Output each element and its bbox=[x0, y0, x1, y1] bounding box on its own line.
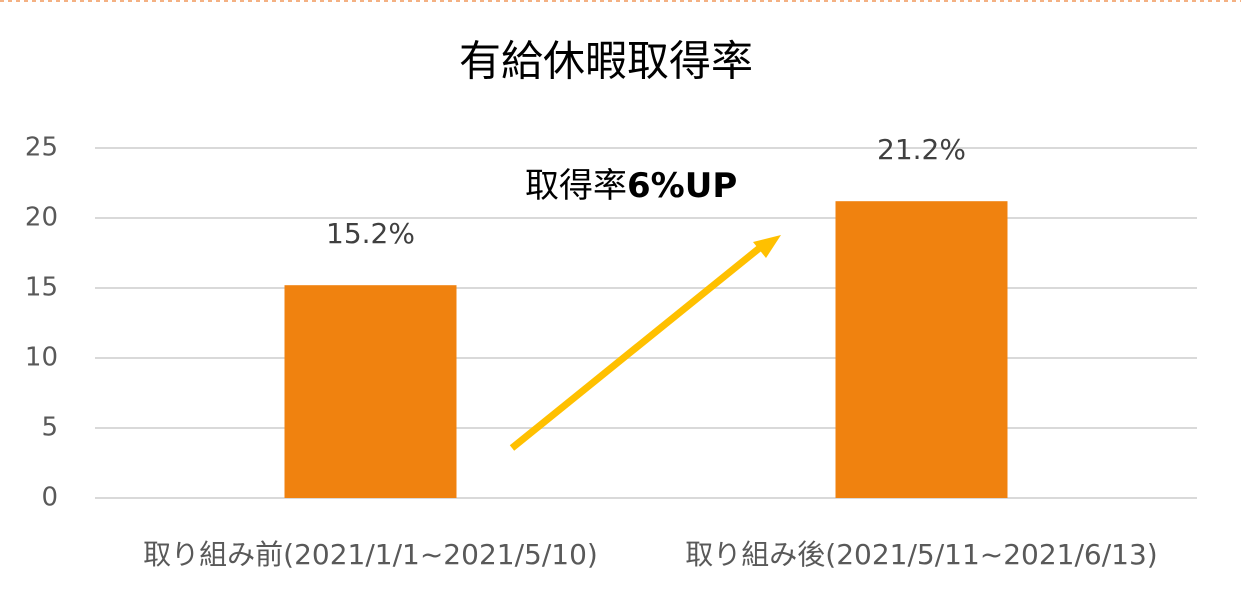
value-label: 21.2% bbox=[877, 133, 966, 166]
bar bbox=[835, 201, 1008, 498]
y-tick-label: 20 bbox=[25, 203, 58, 233]
y-tick-label: 5 bbox=[41, 413, 58, 443]
arrow bbox=[509, 243, 765, 451]
bar bbox=[284, 285, 457, 498]
x-tick-label: 取り組み前(2021/1/1~2021/5/10) bbox=[143, 538, 598, 571]
x-tick-label: 取り組み後(2021/5/11~2021/6/13) bbox=[685, 538, 1157, 571]
annotation: 取得率6%UP bbox=[525, 166, 737, 206]
annotation-text: 取得率 bbox=[525, 166, 627, 206]
grid: 0 5 10 15 20 25 bbox=[25, 133, 1197, 513]
arrow-head bbox=[753, 235, 781, 258]
y-tick-label: 0 bbox=[41, 483, 58, 513]
marks: 取り組み前(2021/1/1~2021/5/10) 15.2% 取り組み後(2021… bbox=[143, 133, 1158, 571]
chart-title: 有給休暇取得率 bbox=[459, 37, 753, 86]
annotation-emphasis: 6%UP bbox=[627, 166, 737, 206]
y-tick-label: 15 bbox=[25, 273, 58, 303]
value-label: 15.2% bbox=[326, 217, 415, 250]
y-tick-label: 25 bbox=[25, 133, 58, 163]
y-tick-label: 10 bbox=[25, 343, 58, 373]
